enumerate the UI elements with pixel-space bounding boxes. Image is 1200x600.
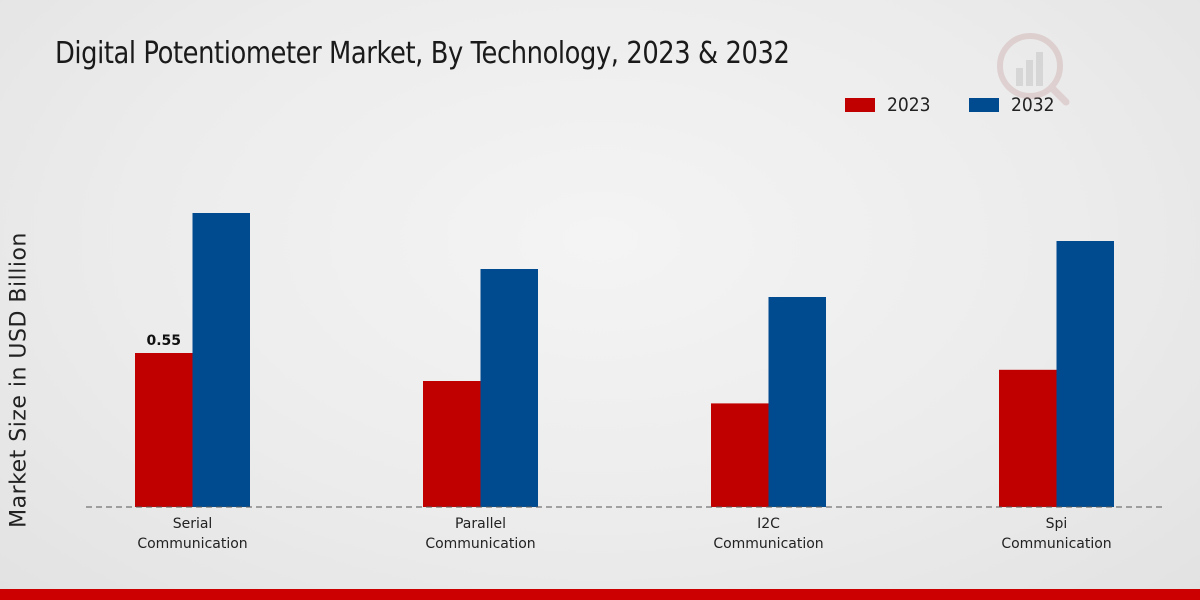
bar-2032-2 <box>768 297 826 507</box>
bar-2023-2 <box>711 403 769 507</box>
x-axis-tick-labels: Serial Communication Parallel Communication… <box>137 516 1111 552</box>
data-label-0: 0.55 <box>146 333 181 349</box>
bar-2032-1 <box>480 269 538 507</box>
legend: 2023 2032 <box>845 94 1094 116</box>
x-tick-label-1: Parallel Communication <box>425 516 535 552</box>
x-tick-label-2: I2C Communication <box>713 516 823 552</box>
legend-item-2023: 2023 <box>845 94 935 116</box>
bar-2032-0 <box>192 213 250 507</box>
legend-label-2023: 2023 <box>887 94 931 116</box>
legend-item-2032: 2032 <box>969 94 1059 116</box>
bars-group <box>135 213 1114 507</box>
data-labels: 0.55 <box>146 333 181 349</box>
bar-2023-3 <box>999 369 1057 507</box>
bar-2023-1 <box>423 381 481 507</box>
legend-label-2032: 2032 <box>1011 94 1055 116</box>
legend-swatch-2032 <box>969 98 1000 112</box>
x-tick-label-0: Serial Communication <box>137 516 247 552</box>
legend-swatch-2023 <box>845 98 875 112</box>
bar-2032-3 <box>1056 241 1114 507</box>
bar-2023-0 <box>135 353 193 507</box>
watermark-logo-icon <box>997 33 1070 106</box>
x-tick-label-3: Spi Communication <box>1001 516 1111 552</box>
footer-accent-bar <box>0 589 1200 600</box>
chart-title: Digital Potentiometer Market, By Technol… <box>55 36 790 71</box>
